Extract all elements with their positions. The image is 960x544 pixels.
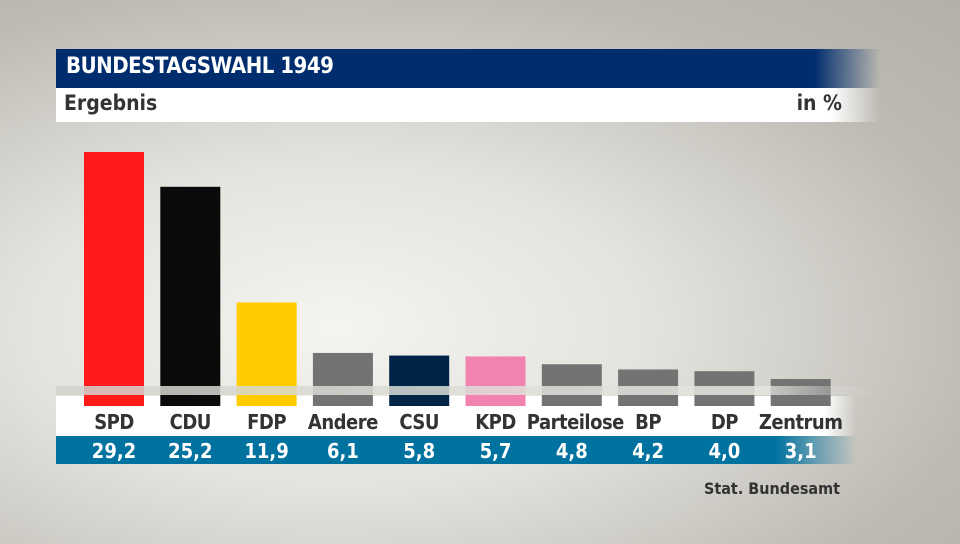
value-label: 3,1	[784, 439, 817, 463]
value-label: 4,2	[632, 439, 665, 463]
bar-csu	[389, 355, 450, 406]
value-label: 5,8	[403, 439, 436, 463]
category-label: Andere	[307, 410, 378, 434]
source-label: Stat. Bundesamt	[703, 479, 840, 498]
category-label: Zentrum	[758, 410, 843, 434]
value-label: 11,9	[244, 439, 289, 463]
bar-andere	[312, 352, 373, 406]
value-band	[56, 436, 856, 464]
bar-parteilose	[541, 364, 602, 406]
value-label: 5,7	[479, 439, 512, 463]
value-label: 25,2	[168, 439, 213, 463]
category-label: KPD	[475, 410, 516, 434]
category-label: CDU	[169, 410, 212, 434]
category-label: CSU	[399, 410, 440, 434]
bar-spd	[84, 152, 144, 406]
bar-cdu	[160, 186, 221, 406]
subtitle-bar: Ergebnis in %	[56, 88, 880, 122]
category-label: BP	[635, 410, 662, 434]
value-label: 4,8	[555, 439, 588, 463]
value-label: 29,2	[91, 439, 137, 463]
value-label: 6,1	[326, 439, 359, 463]
bar-kpd	[465, 356, 526, 406]
unit-label: in %	[796, 91, 842, 115]
category-label: Parteilose	[526, 410, 625, 434]
chart-subtitle: Ergebnis	[64, 91, 158, 115]
baseline-stripe	[56, 386, 876, 395]
category-label: SPD	[94, 410, 134, 434]
value-label: 4,0	[708, 439, 741, 463]
title-bar: BUNDESTAGSWAHL 1949	[56, 49, 880, 88]
category-label: FDP	[247, 410, 287, 434]
chart-title: BUNDESTAGSWAHL 1949	[66, 54, 334, 79]
category-label: DP	[710, 410, 739, 434]
